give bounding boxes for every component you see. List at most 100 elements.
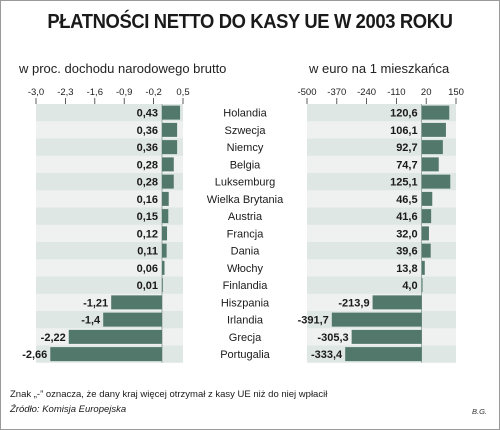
- chart-title: PŁATNOŚCI NETTO DO KASY UE W 2003 ROKU: [47, 11, 453, 33]
- left-bar: [162, 122, 178, 137]
- left-tick-label: -0,2: [145, 87, 161, 98]
- country-name-box: [184, 243, 306, 259]
- country-label: Włochy: [227, 263, 264, 275]
- left-value-label: -1,4: [81, 315, 101, 327]
- left-value-label: 0,43: [137, 108, 158, 120]
- country-name-box: [184, 312, 306, 328]
- country-label: Grecja: [229, 332, 262, 344]
- left-tick-label: -0,9: [116, 87, 132, 98]
- left-bar: [162, 278, 163, 293]
- country-name-box: [184, 191, 306, 207]
- right-row-band: [307, 190, 456, 208]
- left-value-label: 0,36: [137, 125, 158, 137]
- left-bar: [162, 243, 167, 258]
- country-name-box: [184, 329, 306, 345]
- right-value-label: -333,4: [311, 349, 343, 361]
- right-tick-label: -240: [357, 87, 376, 98]
- right-bar: [421, 157, 439, 172]
- left-row-band: [36, 155, 183, 173]
- country-name-box: [184, 225, 306, 241]
- right-row-band: [307, 121, 456, 139]
- left-bar: [162, 260, 165, 275]
- left-value-label: -1,21: [83, 297, 108, 309]
- country-label: Luksemburg: [215, 177, 276, 189]
- country-label: Wielka Brytania: [207, 194, 284, 206]
- right-bar: [421, 140, 443, 155]
- right-bar: [421, 260, 425, 275]
- left-value-label: 0,11: [137, 246, 158, 258]
- right-row-band: [307, 259, 456, 277]
- left-value-label: 0,16: [137, 194, 158, 206]
- right-bar: [351, 329, 422, 344]
- left-bar: [162, 140, 178, 155]
- right-tick-label: 150: [448, 87, 464, 98]
- country-label: Austria: [228, 211, 263, 223]
- right-value-label: -213,9: [338, 297, 369, 309]
- country-name-box: [184, 208, 306, 224]
- right-row-band: [307, 224, 456, 242]
- left-bar: [162, 105, 181, 120]
- right-chart-subtitle: w euro na 1 mieszkańca: [309, 61, 450, 76]
- right-value-label: 39,6: [396, 246, 417, 258]
- left-chart-subtitle: w proc. dochodu narodowego brutto: [19, 61, 227, 76]
- country-label: Dania: [231, 246, 261, 258]
- country-name-box: [184, 122, 306, 138]
- left-row-band: [36, 121, 183, 139]
- left-bar: [103, 312, 162, 327]
- left-bar: [162, 157, 174, 172]
- country-label: Portugalia: [220, 349, 270, 361]
- left-row-band: [36, 224, 183, 242]
- country-label: Szwecja: [225, 125, 267, 137]
- right-bar: [421, 278, 423, 293]
- right-value-label: 41,6: [396, 211, 417, 223]
- left-value-label: 0,15: [137, 211, 158, 223]
- right-bar: [421, 209, 432, 224]
- left-tick-label: -2,3: [57, 87, 73, 98]
- right-row-band: [307, 155, 456, 173]
- left-value-label: 0,36: [137, 142, 158, 154]
- right-bar: [421, 105, 450, 120]
- left-bar: [50, 347, 162, 362]
- right-tick-label: 20: [421, 87, 432, 98]
- left-value-label: -2,22: [41, 332, 66, 344]
- left-value-label: 0,12: [137, 228, 158, 240]
- country-name-box: [184, 174, 306, 190]
- source-note: Źródło: Komisja Europejska: [10, 404, 127, 415]
- country-label: Holandia: [223, 108, 267, 120]
- right-bar: [421, 226, 429, 241]
- right-value-label: -391,7: [298, 315, 329, 327]
- bar-chart-canvas: -3,0 -2,3 -1,6 -0,9 -0,2 0,5 -500 -370 -240 -110 2…: [22, 87, 464, 363]
- right-value-label: 125,1: [390, 177, 418, 189]
- left-tick-label: 0,5: [176, 87, 189, 98]
- left-value-label: -2,66: [22, 349, 47, 361]
- right-bar: [421, 122, 446, 137]
- left-tick-label: -1,6: [87, 87, 103, 98]
- left-row-band: [36, 259, 183, 277]
- left-bar: [162, 209, 169, 224]
- right-tick-label: -110: [387, 87, 405, 98]
- right-bar: [421, 243, 431, 258]
- country-name-box: [184, 139, 306, 155]
- footnote: Znak „-” oznacza, że dany kraj więcej ot…: [10, 389, 328, 400]
- left-tick-label: -3,0: [28, 87, 44, 98]
- right-tick-label: -500: [297, 87, 316, 98]
- right-value-label: 4,0: [402, 280, 417, 292]
- left-value-label: 0,28: [137, 177, 158, 189]
- left-bar: [68, 329, 162, 344]
- country-name-box: [184, 105, 306, 121]
- country-label: Francja: [227, 228, 265, 240]
- left-value-label: 0,06: [137, 263, 158, 275]
- country-label: Belgia: [230, 159, 261, 171]
- left-bar: [111, 295, 162, 310]
- right-tick-label: -370: [327, 87, 346, 98]
- right-value-label: 74,7: [396, 159, 417, 171]
- right-value-label: 92,7: [396, 142, 417, 154]
- right-bar: [331, 312, 422, 327]
- right-value-label: 46,5: [396, 194, 417, 206]
- right-value-label: -305,3: [317, 332, 348, 344]
- country-name-box: [184, 346, 306, 362]
- right-bar: [421, 174, 451, 189]
- right-bar: [372, 295, 422, 310]
- right-value-label: 106,1: [390, 125, 418, 137]
